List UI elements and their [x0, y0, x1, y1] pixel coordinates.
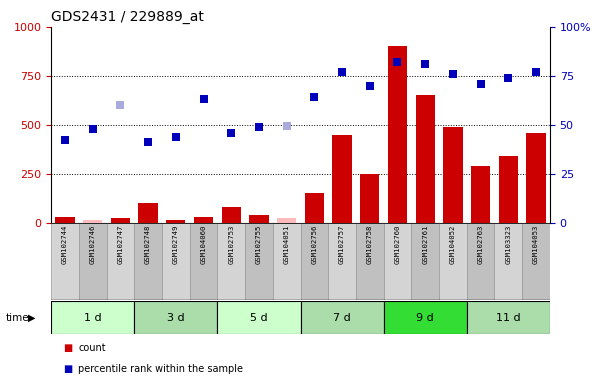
Point [88, 126, 97, 132]
FancyBboxPatch shape [245, 223, 273, 300]
FancyBboxPatch shape [328, 223, 356, 300]
Bar [218, 301, 300, 334]
Point [531, 69, 541, 75]
Text: 5 d: 5 d [250, 313, 267, 323]
Point [282, 123, 291, 129]
Text: GSM102744: GSM102744 [62, 225, 68, 265]
Point [60, 137, 70, 144]
FancyBboxPatch shape [51, 223, 79, 300]
Bar [332, 135, 352, 223]
FancyBboxPatch shape [218, 223, 245, 300]
FancyBboxPatch shape [190, 223, 218, 300]
Point [504, 75, 513, 81]
Text: GSM102747: GSM102747 [117, 225, 123, 265]
Text: GSM102746: GSM102746 [90, 225, 96, 265]
Text: ■: ■ [63, 343, 72, 353]
Point [421, 61, 430, 67]
Bar [471, 166, 490, 223]
Text: GDS2431 / 229889_at: GDS2431 / 229889_at [51, 10, 204, 25]
FancyBboxPatch shape [439, 223, 467, 300]
Bar [415, 95, 435, 223]
Text: 7 d: 7 d [333, 313, 351, 323]
FancyBboxPatch shape [79, 223, 106, 300]
Bar [51, 301, 134, 334]
Text: 9 d: 9 d [416, 313, 434, 323]
Text: ▶: ▶ [28, 313, 35, 323]
Point [476, 81, 486, 87]
FancyBboxPatch shape [273, 223, 300, 300]
Bar [305, 194, 324, 223]
Point [254, 124, 264, 130]
FancyBboxPatch shape [356, 223, 383, 300]
Text: 1 d: 1 d [84, 313, 102, 323]
Bar [134, 301, 218, 334]
Point [227, 129, 236, 136]
Text: GSM102761: GSM102761 [423, 225, 428, 265]
Bar [222, 207, 241, 223]
Bar [467, 301, 550, 334]
Point [143, 139, 153, 146]
FancyBboxPatch shape [411, 223, 439, 300]
Bar [383, 301, 467, 334]
Text: GSM102753: GSM102753 [228, 225, 234, 265]
Point [115, 102, 125, 108]
FancyBboxPatch shape [300, 223, 328, 300]
Bar [388, 46, 407, 223]
Text: GSM102757: GSM102757 [339, 225, 345, 265]
Point [171, 134, 181, 140]
Bar [194, 217, 213, 223]
Point [365, 83, 374, 89]
Text: GSM104051: GSM104051 [284, 225, 290, 265]
Text: GSM102758: GSM102758 [367, 225, 373, 265]
Point [199, 96, 209, 103]
Text: GSM102763: GSM102763 [478, 225, 484, 265]
Bar [166, 220, 186, 223]
Bar [526, 132, 546, 223]
FancyBboxPatch shape [467, 223, 495, 300]
Text: GSM102756: GSM102756 [311, 225, 317, 265]
Text: GSM102760: GSM102760 [394, 225, 400, 265]
Bar [443, 127, 463, 223]
Bar [138, 203, 158, 223]
Bar [300, 301, 383, 334]
FancyBboxPatch shape [522, 223, 550, 300]
Text: percentile rank within the sample: percentile rank within the sample [78, 364, 243, 374]
Point [392, 59, 402, 65]
Text: GSM104060: GSM104060 [201, 225, 207, 265]
Text: GSM104053: GSM104053 [533, 225, 539, 265]
Point [337, 69, 347, 75]
Text: GSM104052: GSM104052 [450, 225, 456, 265]
Bar [55, 217, 75, 223]
Text: 11 d: 11 d [496, 313, 520, 323]
Point [310, 94, 319, 101]
Text: ■: ■ [63, 364, 72, 374]
FancyBboxPatch shape [383, 223, 411, 300]
Bar [249, 215, 269, 223]
FancyBboxPatch shape [134, 223, 162, 300]
Bar [277, 218, 296, 223]
FancyBboxPatch shape [495, 223, 522, 300]
Text: 3 d: 3 d [167, 313, 185, 323]
Text: GSM102748: GSM102748 [145, 225, 151, 265]
Text: count: count [78, 343, 106, 353]
Text: time: time [6, 313, 29, 323]
Bar [499, 156, 518, 223]
Bar [360, 174, 379, 223]
Bar [111, 218, 130, 223]
FancyBboxPatch shape [106, 223, 134, 300]
Point [448, 71, 458, 77]
Text: GSM102749: GSM102749 [173, 225, 178, 265]
FancyBboxPatch shape [162, 223, 190, 300]
Bar [83, 220, 102, 223]
Text: GSM103323: GSM103323 [505, 225, 511, 265]
Text: GSM102755: GSM102755 [256, 225, 262, 265]
